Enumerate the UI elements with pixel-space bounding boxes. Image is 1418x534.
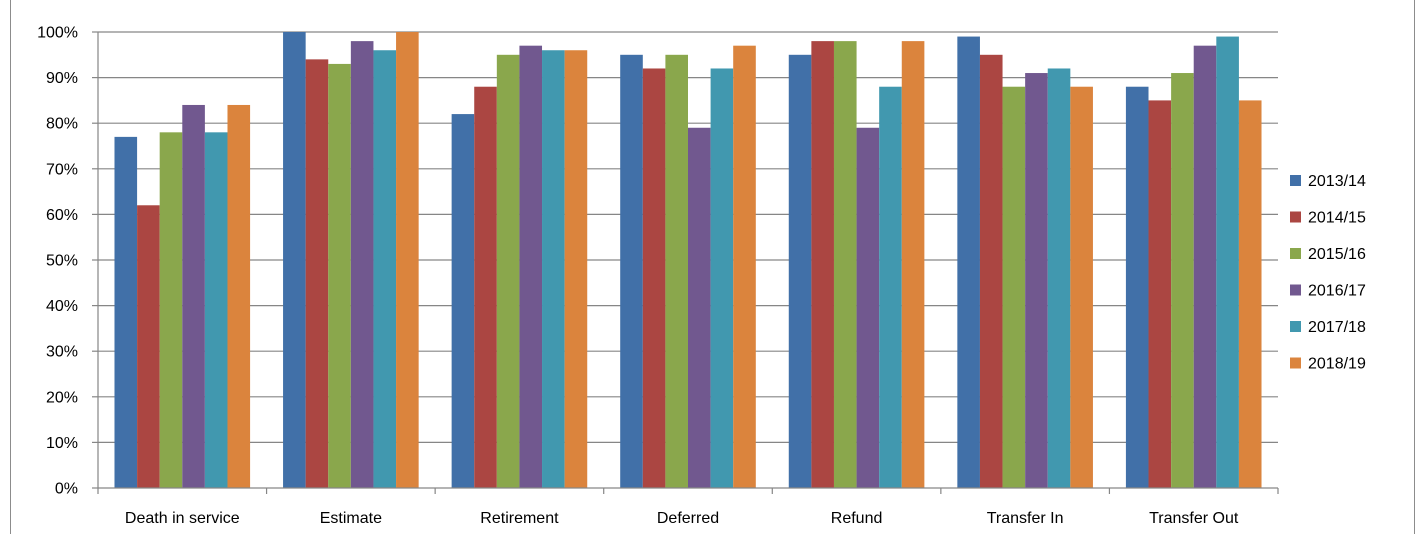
legend-label: 2016/17	[1308, 283, 1366, 300]
bar	[1238, 100, 1262, 489]
bar	[204, 132, 228, 488]
x-tick-label: Death in service	[125, 510, 240, 527]
y-tick-label: 40%	[46, 298, 78, 315]
bar	[879, 86, 902, 488]
x-tick-label: Estimate	[320, 510, 382, 527]
bar	[474, 86, 497, 488]
bar	[1193, 45, 1217, 489]
y-tick-label: 90%	[46, 70, 78, 87]
x-tick-label: Transfer In	[987, 510, 1064, 527]
x-tick-label: Transfer Out	[1149, 510, 1239, 527]
y-tick-label: 10%	[46, 435, 78, 452]
legend-swatch	[1290, 357, 1301, 369]
bar	[901, 41, 925, 489]
bar	[665, 54, 688, 489]
bar	[1216, 36, 1239, 489]
bar	[519, 45, 543, 489]
y-tick-label: 20%	[46, 389, 78, 406]
y-tick-label: 60%	[46, 207, 78, 224]
bar	[1047, 68, 1071, 488]
bar	[856, 127, 880, 488]
y-tick-label: 30%	[46, 344, 78, 361]
bar	[1025, 73, 1048, 488]
legend-label: 2013/14	[1308, 173, 1366, 190]
bar	[328, 63, 351, 489]
bar	[305, 59, 329, 489]
legend: 2013/14 2014/15 2015/16 2016/17 2017/18 2018/…	[1290, 173, 1366, 373]
bar	[283, 32, 306, 488]
y-tick-label: 100%	[37, 25, 78, 42]
bar	[811, 41, 834, 489]
bars	[114, 32, 1262, 489]
legend-label: 2014/15	[1308, 210, 1366, 227]
y-tick-label: 80%	[46, 116, 78, 133]
legend-label: 2017/18	[1308, 319, 1366, 336]
bar	[1002, 86, 1026, 488]
bar	[1171, 73, 1194, 488]
bar	[451, 114, 475, 488]
bar	[227, 104, 251, 489]
bar	[620, 54, 643, 489]
bar	[733, 45, 756, 489]
bar	[710, 68, 734, 488]
legend-label: 2015/16	[1308, 246, 1366, 263]
bar	[833, 41, 857, 489]
legend-label: 2018/19	[1308, 356, 1366, 373]
chart-frame	[10, 0, 1415, 534]
y-tick-label: 70%	[46, 161, 78, 178]
axes	[92, 31, 1279, 494]
bar	[542, 50, 565, 489]
legend-swatch	[1290, 284, 1301, 296]
bar	[1148, 100, 1172, 489]
bar	[642, 68, 666, 488]
bar	[350, 41, 374, 489]
bar	[114, 136, 138, 488]
bar	[137, 205, 160, 488]
bar	[564, 50, 588, 489]
legend-swatch	[1290, 248, 1301, 259]
legend-swatch	[1290, 211, 1301, 223]
bar	[159, 132, 183, 488]
bar	[957, 36, 980, 489]
bar	[496, 54, 520, 489]
bar	[1125, 86, 1149, 488]
bar	[1070, 86, 1093, 488]
bar	[373, 50, 397, 489]
bar	[788, 54, 812, 489]
legend-swatch	[1290, 321, 1301, 332]
x-tick-label: Refund	[831, 510, 883, 527]
x-tick-label: Deferred	[657, 510, 719, 527]
legend-swatch	[1290, 175, 1301, 186]
bar	[182, 104, 205, 489]
x-tick-label: Retirement	[480, 510, 559, 527]
bar	[396, 32, 419, 488]
bar	[688, 127, 711, 488]
y-tick-label: 50%	[46, 253, 78, 270]
y-axis-tick-labels: 0% 10% 20% 30% 40% 50% 60% 70% 80% 90% 100%	[37, 25, 78, 498]
y-tick-label: 0%	[55, 481, 78, 498]
bar	[979, 54, 1003, 489]
x-axis-tick-labels: Death in service Estimate Retirement Deferr…	[125, 510, 1239, 527]
